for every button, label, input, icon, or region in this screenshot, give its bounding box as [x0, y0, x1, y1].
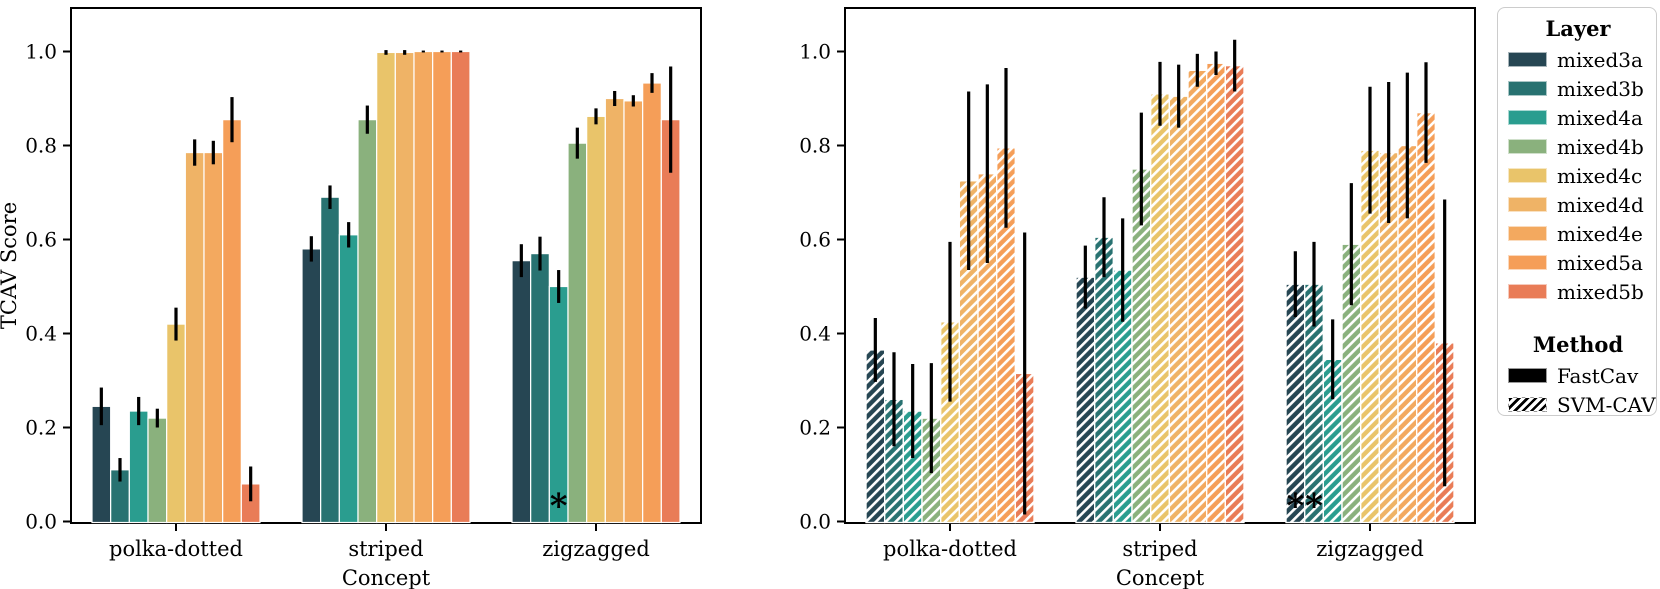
y-tick-label: 0.0: [799, 510, 831, 534]
hatch-overlay: [1224, 64, 1245, 524]
bar-mixed5b-zigzagged: [660, 119, 681, 524]
legend-item-mixed5b: mixed5b: [1508, 277, 1656, 306]
y-tick-label: 0.8: [799, 134, 831, 158]
color-swatch-mixed5a: [1508, 255, 1547, 270]
legend-method-items: FastCav SVM-CAV: [1508, 361, 1656, 419]
x-tick-label: striped: [1122, 537, 1197, 561]
bar-mixed4b-zigzagged: [567, 142, 588, 524]
bar-mixed4b-striped: [357, 119, 378, 524]
y-tick-label: 0.8: [25, 134, 57, 158]
legend: Layer mixed3a mixed3b mixed4a mixed4b mixed4…: [1497, 7, 1657, 419]
bar-mixed4c-zigzagged: [586, 115, 606, 524]
color-swatch-mixed4b: [1508, 139, 1547, 154]
svmcav-chart: 0.0 0.2 0.4 0.6 0.8 1.0 polka-dotted striped zig…: [799, 7, 1476, 589]
y-tick-label: 0.6: [25, 228, 57, 252]
bar-mixed5a-striped: [432, 50, 452, 524]
hatch-overlay: [1187, 69, 1208, 524]
fastcav-chart: 0.0 0.2 0.4 0.6 0.8 1.0 polka-dotted striped zig…: [0, 7, 702, 589]
y-tick-label: 0.6: [799, 228, 831, 252]
y-tick-label: 0.0: [25, 510, 57, 534]
legend-label: SVM-CAV: [1557, 392, 1656, 417]
legend-item-mixed3b: mixed3b: [1508, 74, 1656, 103]
y-tick-label: 0.4: [25, 322, 57, 346]
y-tick-label: 0.2: [799, 416, 831, 440]
y-axis-title: TCAV Score: [0, 202, 21, 329]
y-tick-label: 0.2: [25, 416, 57, 440]
legend-label: mixed3a: [1557, 47, 1643, 72]
bar-mixed3b-striped: [320, 196, 340, 524]
x-axis-title: Concept: [342, 566, 431, 589]
color-swatch-mixed3b: [1508, 81, 1547, 96]
x-tick-label: striped: [348, 537, 423, 561]
legend-label: mixed4a: [1557, 105, 1643, 130]
bar-mixed4e-zigzagged: [623, 100, 644, 524]
hatched-pattern-swatch: [1508, 397, 1547, 412]
x-tick-label: polka-dotted: [883, 537, 1017, 561]
y-tick-label: 1.0: [25, 40, 57, 64]
legend-item-mixed4b: mixed4b: [1508, 132, 1656, 161]
hatch-overlay: [1206, 62, 1226, 524]
bar-mixed3a-zigzagged: [511, 260, 532, 524]
legend-label: mixed5b: [1557, 279, 1644, 304]
bar-mixed5a-zigzagged: [642, 82, 662, 524]
legend-spacer: [1508, 306, 1656, 330]
legend-label: mixed4c: [1557, 163, 1643, 188]
x-axis-title: Concept: [1116, 566, 1205, 589]
hatch-overlay: [1168, 95, 1189, 524]
legend-label: mixed4b: [1557, 134, 1644, 159]
significance-asterisk: *: [1286, 487, 1304, 527]
color-swatch-mixed4c: [1508, 168, 1547, 183]
bar-mixed4d-zigzagged: [604, 97, 625, 524]
bar-mixed3b-zigzagged: [530, 253, 550, 524]
bar-mixed4d-polka-dotted: [184, 151, 205, 524]
hatch-overlay: [1094, 236, 1114, 524]
x-tick-label: polka-dotted: [109, 537, 243, 561]
bar-mixed4e-polka-dotted: [203, 151, 224, 524]
legend-label: mixed4d: [1557, 192, 1644, 217]
bar-mixed4d-striped: [394, 51, 415, 524]
color-swatch-mixed4e: [1508, 226, 1547, 241]
legend-layer-title: Layer: [1545, 16, 1611, 41]
legend-item-mixed4e: mixed4e: [1508, 219, 1656, 248]
bar-mixed4e-striped: [413, 50, 434, 524]
legend-item-mixed4a: mixed4a: [1508, 103, 1656, 132]
legend-label: mixed4e: [1557, 221, 1643, 246]
bar-mixed4a-striped: [338, 234, 359, 524]
legend-label: mixed5a: [1557, 250, 1643, 275]
bar-mixed4c-striped: [376, 51, 396, 524]
legend-label: mixed3b: [1557, 76, 1644, 101]
bar-mixed3a-striped: [301, 248, 322, 524]
legend-item-mixed4c: mixed4c: [1508, 161, 1656, 190]
color-swatch-mixed5b: [1508, 284, 1547, 299]
x-tick-label: zigzagged: [1316, 537, 1424, 561]
color-swatch-mixed4a: [1508, 110, 1547, 125]
bar-mixed5b-striped: [450, 50, 471, 524]
bar-mixed4a-polka-dotted: [128, 410, 149, 524]
legend-item-mixed5a: mixed5a: [1508, 248, 1656, 277]
bar-mixed5a-polka-dotted: [222, 119, 242, 524]
hatch-overlay: [1416, 111, 1436, 524]
bar-mixed4c-polka-dotted: [166, 323, 186, 524]
hatch-overlay: [1150, 93, 1170, 524]
legend-item-mixed3a: mixed3a: [1508, 45, 1656, 74]
legend-method-title: Method: [1532, 332, 1624, 357]
legend-item-fastcav: FastCav: [1508, 361, 1656, 390]
bar-mixed4b-polka-dotted: [147, 417, 168, 524]
y-tick-label: 0.4: [799, 322, 831, 346]
x-tick-label: zigzagged: [542, 537, 650, 561]
color-swatch-mixed3a: [1508, 52, 1547, 67]
solid-pattern-swatch: [1508, 368, 1547, 383]
color-swatch-mixed4d: [1508, 197, 1547, 212]
significance-asterisk: *: [1305, 487, 1323, 527]
significance-asterisk: *: [550, 487, 568, 527]
legend-label: FastCav: [1557, 363, 1639, 388]
legend-item-svm-cav: SVM-CAV: [1508, 390, 1656, 419]
legend-item-mixed4d: mixed4d: [1508, 190, 1656, 219]
y-tick-label: 1.0: [799, 40, 831, 64]
legend-layer-items: mixed3a mixed3b mixed4a mixed4b mixed4c mixed…: [1508, 45, 1656, 306]
hatch-overlay: [1075, 276, 1096, 524]
